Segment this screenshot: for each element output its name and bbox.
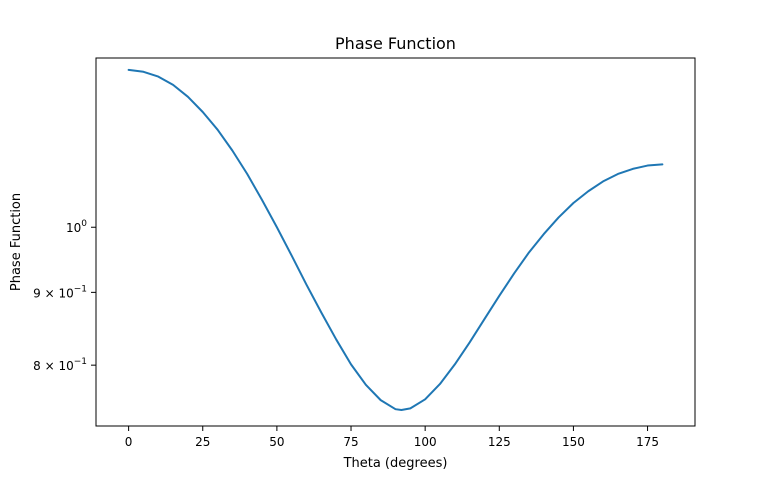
x-tick-label: 150: [562, 435, 585, 449]
chart-title: Phase Function: [335, 34, 456, 53]
x-tick-label: 125: [488, 435, 511, 449]
y-tick-label-exponent: −1: [74, 357, 87, 367]
x-tick-label: 100: [414, 435, 437, 449]
y-tick-label: 9 × 10−1: [33, 284, 87, 300]
y-tick-label-base: 10: [66, 221, 81, 235]
x-tick-label: 50: [269, 435, 284, 449]
x-tick-label: 25: [195, 435, 210, 449]
x-axis: 0 25 50 75 100 125 150 175: [125, 426, 659, 449]
y-tick-label-base: 8 × 10: [33, 359, 74, 373]
y-tick-label: 8 × 10−1: [33, 357, 87, 373]
series-line: [127, 68, 664, 412]
x-tick-label: 75: [343, 435, 358, 449]
y-tick-label-exponent: 0: [81, 219, 87, 229]
plot-area: [95, 57, 696, 427]
y-axis-label: Phase Function: [9, 193, 24, 291]
y-tick-label-base: 9 × 10: [33, 286, 74, 300]
x-tick-label: 175: [636, 435, 659, 449]
x-axis-label: Theta (degrees): [343, 456, 448, 471]
y-tick-label-exponent: −1: [74, 284, 87, 294]
x-tick-label: 0: [125, 435, 133, 449]
y-tick-label: 100: [66, 219, 87, 235]
plot-frame: [95, 57, 696, 427]
